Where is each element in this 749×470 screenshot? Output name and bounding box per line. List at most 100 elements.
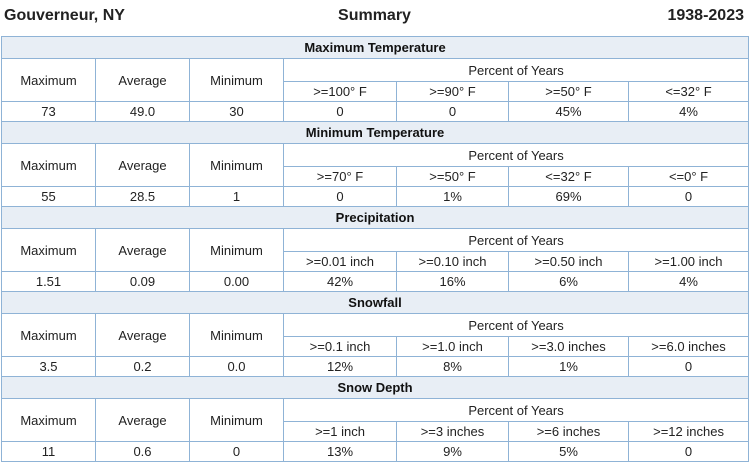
value-cell: 5% [508, 441, 629, 462]
period-of-record: 1938-2023 [667, 7, 744, 24]
threshold-label: >=0.50 inch [508, 251, 629, 272]
threshold-label: <=0° F [627, 166, 749, 187]
section-title: Maximum Temperature [0, 36, 749, 59]
percent-of-years-label: Percent of Years [282, 57, 749, 83]
value-cell: 12% [283, 356, 397, 377]
section-title: Snowfall [0, 291, 749, 314]
report-title: Summary [338, 7, 411, 24]
maximum-label: Maximum [1, 228, 96, 272]
maximum-label: Maximum [1, 313, 96, 357]
threshold-label: >=50° F [396, 166, 509, 187]
section-title: Precipitation [0, 206, 749, 229]
threshold-label: >=0.10 inch [396, 251, 509, 272]
value-cell: 0 [283, 186, 397, 207]
threshold-label: <=32° F [627, 81, 749, 102]
threshold-label: >=0.01 inch [283, 251, 397, 272]
value-cell: 0 [396, 101, 509, 122]
column-label-row: Maximum Average Minimum Percent of Years [1, 142, 749, 187]
value-cell: 30 [189, 101, 284, 122]
maximum-label: Maximum [1, 143, 96, 187]
column-label-row: Maximum Average Minimum Percent of Years [1, 227, 749, 272]
maximum-label: Maximum [1, 398, 96, 442]
threshold-label: >=3 inches [396, 421, 509, 442]
section-header-row: Minimum Temperature [0, 121, 749, 144]
value-row: 1.51 0.09 0.00 42% 16% 6% 4% [1, 271, 749, 292]
value-cell: 4% [627, 101, 749, 122]
value-cell: 1.51 [1, 271, 96, 292]
column-label-row: Maximum Average Minimum Percent of Years [1, 397, 749, 442]
section-header-row: Precipitation [0, 206, 749, 229]
threshold-label: >=0.1 inch [283, 336, 397, 357]
value-cell: 0.6 [95, 441, 190, 462]
percent-of-years-label: Percent of Years [282, 142, 749, 168]
percent-of-years-label: Percent of Years [282, 227, 749, 253]
section-title: Minimum Temperature [0, 121, 749, 144]
column-label-row: Maximum Average Minimum Percent of Years [1, 57, 749, 102]
maximum-label: Maximum [1, 58, 96, 102]
threshold-label: >=3.0 inches [508, 336, 629, 357]
value-cell: 0 [189, 441, 284, 462]
report-header: Gouverneur, NY Summary 1938-2023 [0, 0, 749, 34]
value-row: 3.5 0.2 0.0 12% 8% 1% 0 [1, 356, 749, 377]
column-label-row: Maximum Average Minimum Percent of Years [1, 312, 749, 357]
percent-of-years-label: Percent of Years [282, 312, 749, 338]
value-cell: 0.2 [95, 356, 190, 377]
station-name: Gouverneur, NY [4, 7, 125, 24]
value-cell: 13% [283, 441, 397, 462]
threshold-row: >=1 inch >=3 inches >=6 inches >=12 inches [2, 421, 749, 442]
value-cell: 3.5 [1, 356, 96, 377]
value-cell: 0.09 [95, 271, 190, 292]
value-row: 55 28.5 1 0 1% 69% 0 [1, 186, 749, 207]
value-cell: 1% [508, 356, 629, 377]
average-label: Average [95, 398, 190, 442]
minimum-label: Minimum [189, 58, 284, 102]
value-cell: 0 [627, 186, 749, 207]
average-label: Average [95, 143, 190, 187]
minimum-label: Minimum [189, 143, 284, 187]
value-cell: 0 [627, 356, 749, 377]
section-header-row: Snowfall [0, 291, 749, 314]
summary-table: Maximum Temperature Maximum Average Minimum… [0, 36, 749, 462]
threshold-label: >=100° F [283, 81, 397, 102]
value-row: 11 0.6 0 13% 9% 5% 0 [1, 441, 749, 462]
threshold-row: >=100° F >=90° F >=50° F <=32° F [2, 81, 749, 102]
percent-of-years-label: Percent of Years [282, 397, 749, 423]
threshold-label: >=1 inch [283, 421, 397, 442]
value-cell: 45% [508, 101, 629, 122]
value-cell: 11 [1, 441, 96, 462]
threshold-label: >=6 inches [508, 421, 629, 442]
average-label: Average [95, 313, 190, 357]
value-cell: 1% [396, 186, 509, 207]
threshold-label: <=32° F [508, 166, 629, 187]
value-cell: 0 [283, 101, 397, 122]
average-label: Average [95, 58, 190, 102]
threshold-label: >=12 inches [627, 421, 749, 442]
minimum-label: Minimum [189, 398, 284, 442]
value-cell: 9% [396, 441, 509, 462]
threshold-label: >=50° F [508, 81, 629, 102]
threshold-label: >=1.0 inch [396, 336, 509, 357]
value-cell: 6% [508, 271, 629, 292]
value-cell: 0.0 [189, 356, 284, 377]
minimum-label: Minimum [189, 313, 284, 357]
threshold-label: >=1.00 inch [627, 251, 749, 272]
value-cell: 4% [627, 271, 749, 292]
value-cell: 73 [1, 101, 96, 122]
minimum-label: Minimum [189, 228, 284, 272]
value-cell: 0.00 [189, 271, 284, 292]
value-cell: 1 [189, 186, 284, 207]
value-cell: 69% [508, 186, 629, 207]
value-cell: 16% [396, 271, 509, 292]
threshold-row: >=0.01 inch >=0.10 inch >=0.50 inch >=1.00 … [2, 251, 749, 272]
value-row: 73 49.0 30 0 0 45% 4% [1, 101, 749, 122]
threshold-label: >=70° F [283, 166, 397, 187]
value-cell: 49.0 [95, 101, 190, 122]
value-cell: 0 [627, 441, 749, 462]
value-cell: 42% [283, 271, 397, 292]
threshold-label: >=90° F [396, 81, 509, 102]
threshold-label: >=6.0 inches [627, 336, 749, 357]
section-header-row: Snow Depth [0, 376, 749, 399]
value-cell: 8% [396, 356, 509, 377]
section-header-row: Maximum Temperature [0, 36, 749, 59]
average-label: Average [95, 228, 190, 272]
